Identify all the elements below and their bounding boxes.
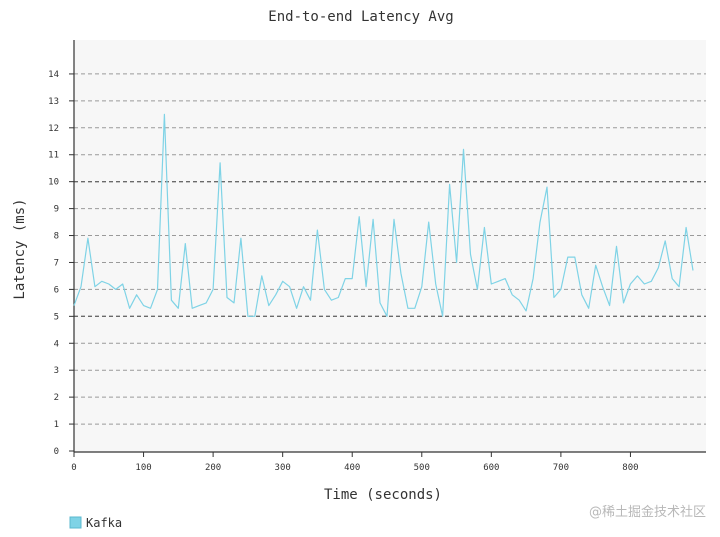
y-tick-label: 10 bbox=[48, 178, 59, 188]
x-tick-label: 0 bbox=[71, 463, 76, 473]
legend-swatch-kafka bbox=[69, 516, 82, 529]
y-tick-label: 3 bbox=[54, 366, 59, 376]
y-tick-label: 11 bbox=[48, 151, 59, 161]
y-tick-label: 5 bbox=[54, 312, 59, 322]
y-tick-label: 1 bbox=[54, 420, 59, 430]
y-tick-label: 9 bbox=[54, 205, 59, 215]
x-tick-label: 800 bbox=[622, 463, 638, 473]
x-tick-label: 400 bbox=[344, 463, 360, 473]
watermark: @稀土掘金技术社区 bbox=[589, 504, 706, 520]
y-tick-label: 14 bbox=[48, 70, 59, 80]
chart-title: End-to-end Latency Avg bbox=[268, 9, 453, 25]
axes bbox=[73, 40, 706, 453]
x-tick-label: 300 bbox=[275, 463, 291, 473]
y-tick-label: 12 bbox=[48, 124, 59, 134]
y-tick-label: 0 bbox=[54, 447, 59, 457]
legend-label-kafka: Kafka bbox=[86, 516, 122, 530]
series-line-kafka bbox=[73, 113, 694, 317]
y-axis-title: Latency (ms) bbox=[12, 198, 28, 299]
x-tick-label: 500 bbox=[414, 463, 430, 473]
x-tick-label: 600 bbox=[483, 463, 499, 473]
x-tick-labels: 0 100 200 300 400 500 600 700 800 bbox=[71, 452, 639, 473]
series-kafka bbox=[73, 113, 694, 317]
y-tick-label: 6 bbox=[54, 285, 59, 295]
y-tick-label: 13 bbox=[48, 97, 59, 107]
plot-area-background bbox=[74, 40, 706, 452]
y-tick-label: 2 bbox=[54, 393, 59, 403]
y-tick-label: 4 bbox=[54, 339, 59, 349]
x-tick-label: 700 bbox=[553, 463, 569, 473]
y-tick-label: 7 bbox=[54, 258, 59, 268]
grid-lines bbox=[74, 73, 706, 425]
y-tick-label: 8 bbox=[54, 232, 59, 242]
x-axis-title: Time (seconds) bbox=[324, 487, 442, 503]
x-tick-label: 200 bbox=[205, 463, 221, 473]
x-tick-label: 100 bbox=[135, 463, 151, 473]
